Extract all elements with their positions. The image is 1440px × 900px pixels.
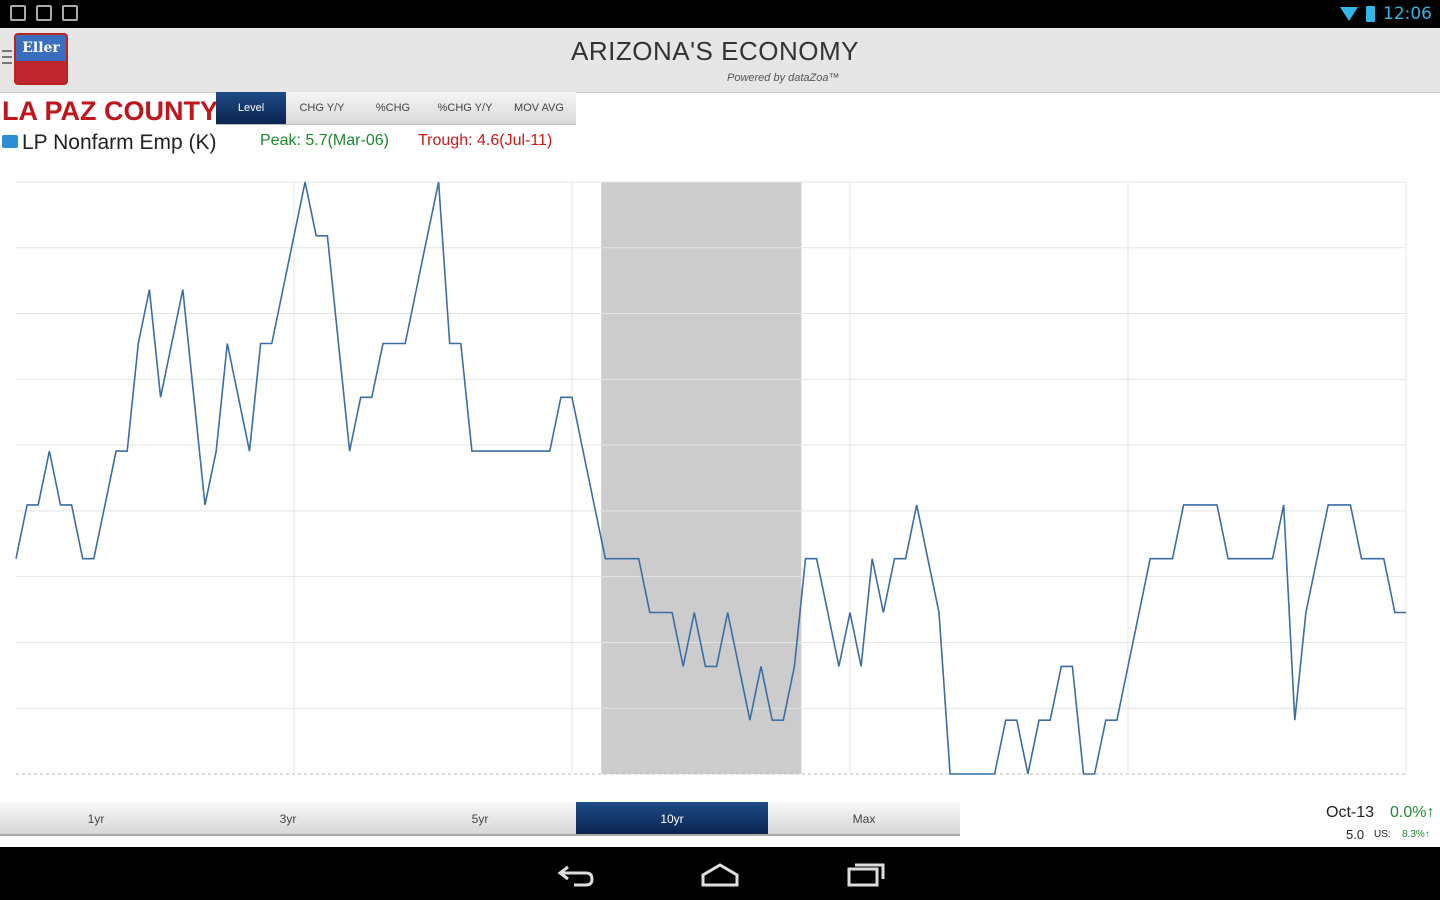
status-notifications — [10, 5, 78, 21]
period-10yr[interactable]: 10yr — [576, 802, 768, 834]
latest-change: 0.0%↑ — [1390, 804, 1435, 821]
app-bar: Eller ARIZONA'S ECONOMY Powered by dataZ… — [0, 28, 1440, 93]
trough-label: Trough: 4.6(Jul-11) — [418, 132, 553, 149]
wifi-icon — [1340, 7, 1358, 21]
back-icon[interactable] — [554, 859, 596, 887]
period-selector: 1yr 3yr 5yr 10yr Max — [0, 802, 960, 836]
app-logo[interactable]: Eller — [14, 33, 68, 85]
recent-apps-icon[interactable] — [845, 859, 887, 887]
line-chart[interactable] — [0, 170, 1440, 796]
peak-label: Peak: 5.7(Mar-06) — [260, 132, 389, 149]
logo-text: Eller — [16, 35, 66, 61]
view-tabs: Level CHG Y/Y %CHG %CHG Y/Y MOV AVG — [216, 92, 576, 125]
drawer-menu-icon[interactable] — [2, 50, 12, 64]
status-time: 12:06 — [1383, 4, 1432, 24]
home-icon[interactable] — [699, 859, 741, 887]
series-selector-icon[interactable] — [2, 135, 18, 148]
tab-pct-chg-yy[interactable]: %CHG Y/Y — [437, 102, 493, 114]
tab-chg-yy[interactable]: CHG Y/Y — [299, 102, 345, 114]
latest-date: Oct-13 — [1326, 804, 1375, 821]
period-max[interactable]: Max — [852, 812, 876, 826]
us-label: US: — [1374, 829, 1391, 840]
period-1yr[interactable]: 1yr — [87, 812, 105, 826]
series-name[interactable]: LP Nonfarm Emp (K) — [22, 131, 217, 154]
battery-icon — [1366, 6, 1375, 22]
app-title: ARIZONA'S ECONOMY — [571, 36, 859, 66]
series-line-0 — [15, 181, 1406, 775]
game-controller-icon — [62, 5, 78, 21]
gallery-icon — [36, 5, 52, 21]
region-title: LA PAZ COUNTY — [2, 96, 218, 126]
latest-value: 5.0 — [1346, 827, 1365, 842]
recession-shading — [601, 182, 802, 774]
period-5yr[interactable]: 5yr — [471, 812, 489, 826]
tab-mov-avg[interactable]: MOV AVG — [514, 102, 564, 114]
notification-icon — [10, 5, 26, 21]
period-3yr[interactable]: 3yr — [279, 812, 297, 826]
system-nav-bar — [0, 847, 1440, 900]
status-bar: 12:06 — [0, 0, 1440, 28]
us-change: 8.3%↑ — [1402, 829, 1430, 840]
app-subtitle: Powered by dataZoa™ — [727, 72, 840, 84]
tab-level[interactable]: Level — [216, 92, 286, 124]
tab-pct-chg[interactable]: %CHG — [375, 102, 411, 114]
